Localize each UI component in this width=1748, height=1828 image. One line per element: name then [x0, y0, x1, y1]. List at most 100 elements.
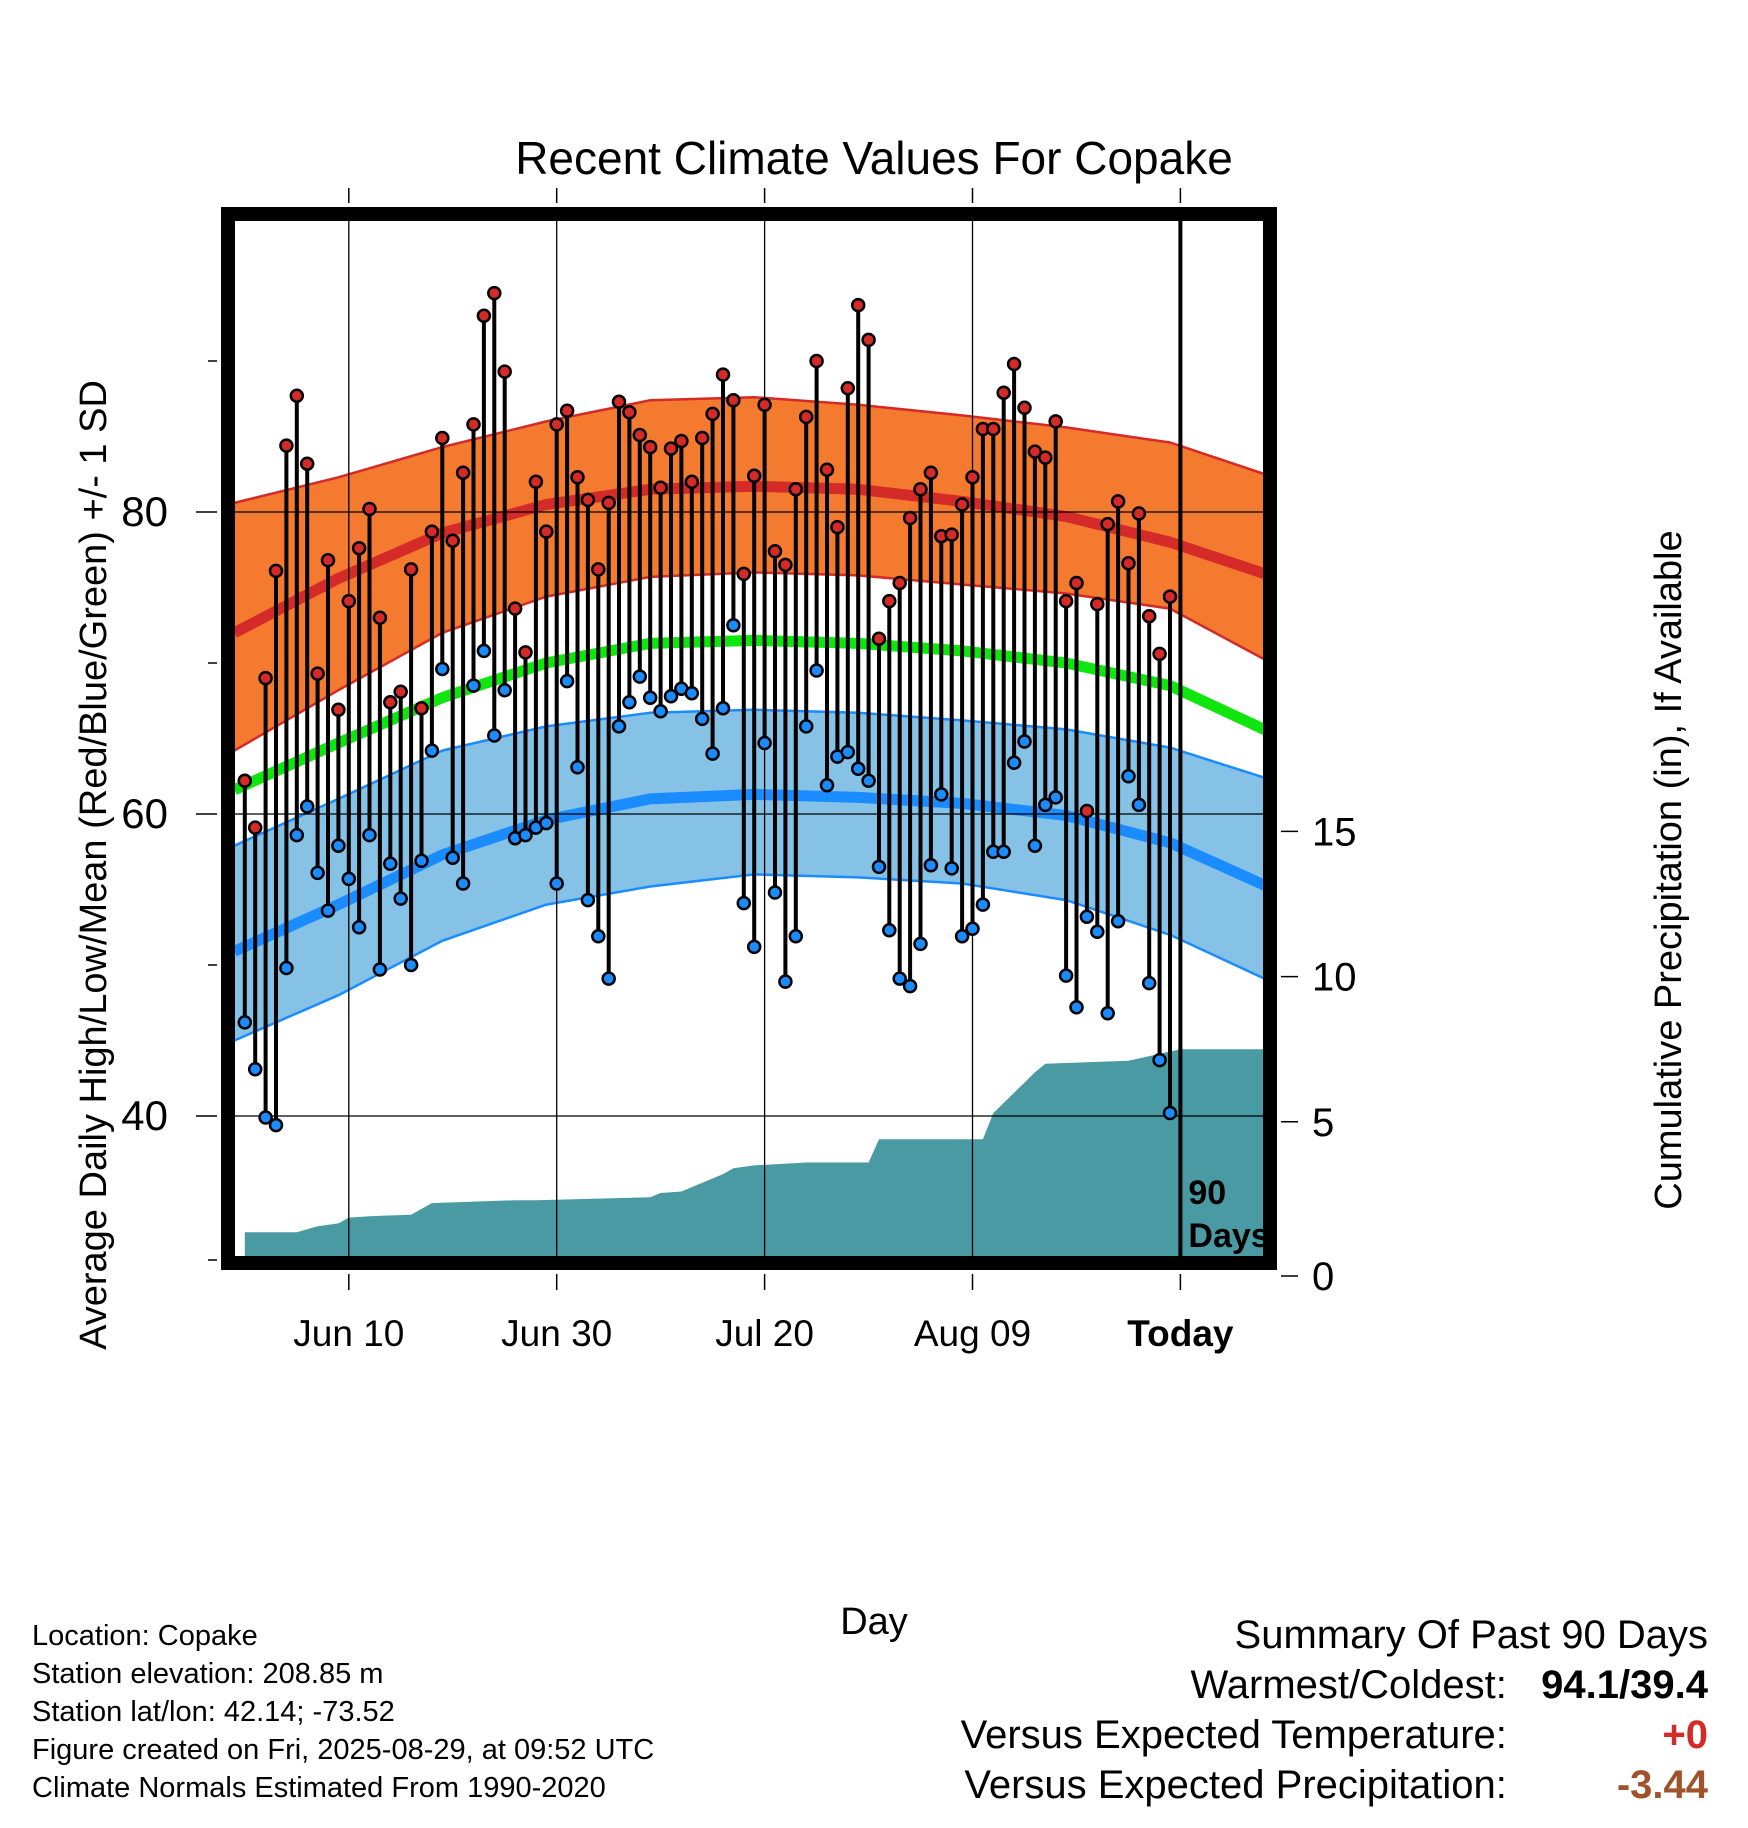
daily-high-point	[694, 430, 710, 446]
daily-low-point	[746, 939, 762, 955]
x-tick-label: Aug 09	[914, 1313, 1031, 1354]
daily-high-point	[788, 482, 804, 497]
daily-high-point	[1079, 803, 1095, 819]
daily-low-point	[1017, 734, 1032, 749]
summary-precip: Versus Expected Precipitation: -3.44	[961, 1760, 1708, 1810]
daily-low-point	[289, 827, 305, 843]
daily-high-point	[1006, 356, 1022, 372]
daily-high-point	[549, 417, 564, 432]
y2-axis-label: Cumulative Precipitation (in), If Availa…	[1648, 530, 1690, 1209]
daily-high-point	[601, 495, 616, 511]
daily-low-point	[850, 761, 866, 776]
daily-high-point	[393, 684, 408, 699]
daily-low-point	[705, 746, 720, 761]
daily-high-point	[518, 645, 533, 660]
daily-low-point	[1069, 1000, 1084, 1015]
daily-high-point	[528, 474, 544, 490]
daily-low-point	[1162, 1105, 1178, 1121]
daily-low-point	[258, 1110, 273, 1125]
daily-high-point	[237, 773, 253, 789]
precip-value: -3.44	[1616, 1763, 1708, 1807]
daily-low-point	[247, 1061, 263, 1077]
marker-label-days-count: 90	[1188, 1174, 1226, 1212]
daily-low-point	[736, 895, 752, 911]
daily-high-point	[1152, 646, 1167, 662]
daily-low-point	[923, 858, 939, 873]
precip-label: Versus Expected Precipitation:	[964, 1763, 1507, 1807]
daily-high-point	[871, 631, 887, 647]
daily-high-point	[902, 510, 918, 526]
daily-high-point	[809, 353, 824, 369]
daily-low-point	[414, 853, 429, 869]
daily-high-point	[1048, 414, 1063, 429]
temp-value: +0	[1662, 1713, 1708, 1757]
daily-low-point	[996, 844, 1011, 860]
daily-high-point	[476, 308, 492, 323]
daily-high-point	[944, 527, 959, 542]
daily-high-point	[1141, 608, 1157, 624]
daily-low-point	[642, 690, 658, 705]
daily-high-point	[570, 470, 585, 485]
plot-inner: 90 Days	[232, 218, 1269, 1259]
daily-high-point	[715, 367, 731, 382]
daily-high-point	[414, 701, 429, 716]
daily-high-point	[882, 593, 897, 609]
daily-high-point	[341, 593, 357, 609]
marker-label-days-word: Days	[1188, 1217, 1269, 1255]
daily-high-point	[1090, 596, 1105, 612]
location-text: Location: Copake	[32, 1620, 258, 1652]
daily-low-point	[341, 871, 357, 887]
daily-high-point	[403, 562, 419, 577]
daily-high-point	[986, 421, 1001, 437]
daily-high-point	[663, 441, 679, 456]
daily-low-point	[424, 743, 440, 758]
daily-high-point	[559, 403, 575, 419]
daily-low-point	[351, 920, 367, 935]
station-info: Location: Copake Station elevation: 208.…	[32, 1617, 654, 1807]
daily-high-point	[268, 563, 284, 579]
warm-cold-value: 94.1/39.4	[1541, 1663, 1708, 1707]
daily-low-point	[965, 921, 980, 937]
daily-low-point	[757, 735, 772, 751]
daily-low-point	[445, 850, 460, 866]
axes: Jun 10 Jun 30 Jul 20 Aug 09 Today 40 60 80 0 5 10 1…	[121, 188, 1357, 1354]
daily-high-point	[497, 364, 512, 379]
daily-low-point	[331, 838, 346, 853]
low-sd-band	[234, 709, 1266, 1041]
daily-low-point	[580, 892, 596, 908]
summary-heading: Summary Of Past 90 Days	[1234, 1613, 1708, 1657]
daily-low-point	[1038, 797, 1053, 813]
daily-high-point	[622, 405, 637, 420]
daily-low-point	[591, 929, 606, 944]
temp-label: Versus Expected Temperature:	[960, 1713, 1507, 1757]
daily-low-point	[778, 974, 793, 989]
daily-low-point	[279, 960, 294, 976]
daily-low-point	[570, 759, 585, 775]
daily-high-point	[674, 433, 689, 449]
daily-low-point	[726, 618, 741, 633]
daily-high-point	[580, 492, 596, 508]
daily-high-point	[830, 519, 845, 535]
daily-low-point	[403, 957, 419, 973]
daily-high-point	[487, 285, 502, 301]
daily-low-point	[435, 661, 450, 677]
daily-low-point	[601, 971, 616, 986]
y-tick-label: 40	[121, 1092, 168, 1139]
daily-high-point	[383, 695, 398, 710]
daily-low-point	[715, 701, 731, 716]
daily-low-point	[913, 936, 928, 952]
daily-low-point	[632, 669, 648, 684]
daily-low-point	[975, 897, 991, 912]
daily-low-point	[1121, 769, 1136, 784]
daily-high-point	[705, 406, 720, 422]
y2-tick-label: 10	[1312, 956, 1357, 1000]
daily-high-point	[996, 385, 1011, 400]
daily-low-point	[487, 728, 502, 743]
daily-high-point	[767, 544, 783, 559]
daily-high-point	[1162, 589, 1178, 604]
daily-high-point	[923, 465, 939, 480]
daily-high-point	[892, 575, 907, 591]
daily-high-point	[289, 388, 305, 403]
daily-high-point	[1110, 494, 1126, 509]
y-axis-label: Average Daily High/Low/Mean (Red/Blue/Gr…	[73, 380, 115, 1350]
